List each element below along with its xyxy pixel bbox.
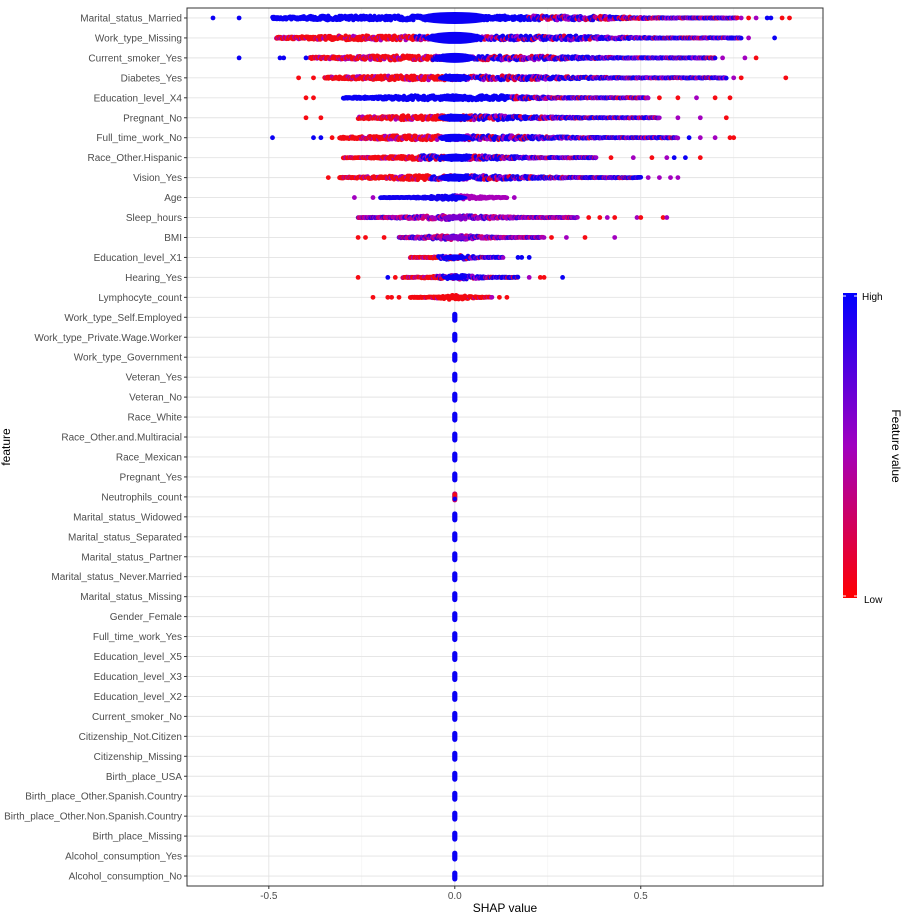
outlier-point: [630, 155, 636, 161]
feature-series: [236, 52, 759, 63]
outlier-point: [731, 135, 737, 141]
outlier-point: [764, 15, 770, 21]
density-bulge: [437, 73, 472, 82]
outlier-point: [768, 15, 774, 21]
outlier-point: [311, 95, 316, 101]
outlier-point: [753, 55, 759, 61]
outlier-point: [671, 155, 677, 161]
data-points: [210, 11, 792, 882]
outlier-point: [296, 75, 301, 81]
data-point: [724, 75, 729, 81]
outlier-point: [712, 135, 718, 141]
outlier-point: [772, 35, 777, 41]
feature-series: [210, 11, 792, 24]
outlier-point: [712, 95, 718, 101]
outlier-point: [753, 15, 759, 21]
outlier-point: [697, 135, 703, 141]
outlier-point: [787, 15, 792, 21]
density-bulge: [425, 31, 485, 44]
data-point: [593, 155, 599, 160]
outlier-point: [657, 95, 662, 101]
outlier-point: [303, 115, 309, 121]
outlier-point: [303, 55, 309, 61]
feature-series: [274, 31, 777, 44]
outlier-point: [694, 95, 699, 101]
outlier-point: [649, 155, 655, 161]
outlier-point: [318, 115, 324, 121]
density-bulge: [437, 133, 472, 142]
outlier-point: [236, 15, 242, 21]
outlier-point: [675, 115, 681, 121]
data-point: [738, 35, 744, 41]
outlier-point: [329, 135, 335, 141]
outlier-point: [270, 135, 275, 141]
density-bulge: [437, 113, 472, 122]
density-bulge: [437, 93, 472, 102]
outlier-point: [664, 155, 670, 161]
outlier-point: [720, 55, 725, 61]
outlier-point: [318, 135, 324, 141]
outlier-point: [738, 15, 744, 21]
outlier-point: [686, 135, 692, 141]
outlier-point: [281, 55, 287, 61]
outlier-point: [675, 95, 681, 101]
outlier-point: [277, 55, 283, 61]
outlier-point: [738, 75, 744, 81]
outlier-point: [697, 115, 703, 121]
data-point: [735, 15, 740, 21]
plot-background: [187, 8, 823, 886]
density-bulge: [437, 153, 472, 162]
outlier-point: [683, 155, 688, 161]
outlier-point: [746, 15, 751, 21]
outlier-point: [210, 15, 216, 21]
outlier-point: [723, 115, 729, 121]
data-point: [645, 95, 651, 101]
outlier-point: [742, 55, 748, 61]
outlier-point: [697, 155, 703, 161]
outlier-point: [236, 55, 242, 61]
outlier-point: [783, 75, 789, 81]
outlier-point: [608, 155, 614, 161]
outlier-point: [727, 95, 733, 101]
data-point: [657, 115, 662, 121]
outlier-point: [311, 135, 316, 141]
outlier-point: [311, 75, 316, 81]
density-bulge: [416, 11, 493, 24]
outlier-point: [779, 15, 785, 21]
outlier-point: [303, 95, 309, 101]
feature-series: [296, 73, 789, 83]
outlier-point: [746, 35, 751, 41]
outlier-point: [731, 75, 737, 81]
data-point: [675, 135, 681, 141]
data-point: [712, 55, 718, 61]
density-bulge: [433, 52, 476, 63]
